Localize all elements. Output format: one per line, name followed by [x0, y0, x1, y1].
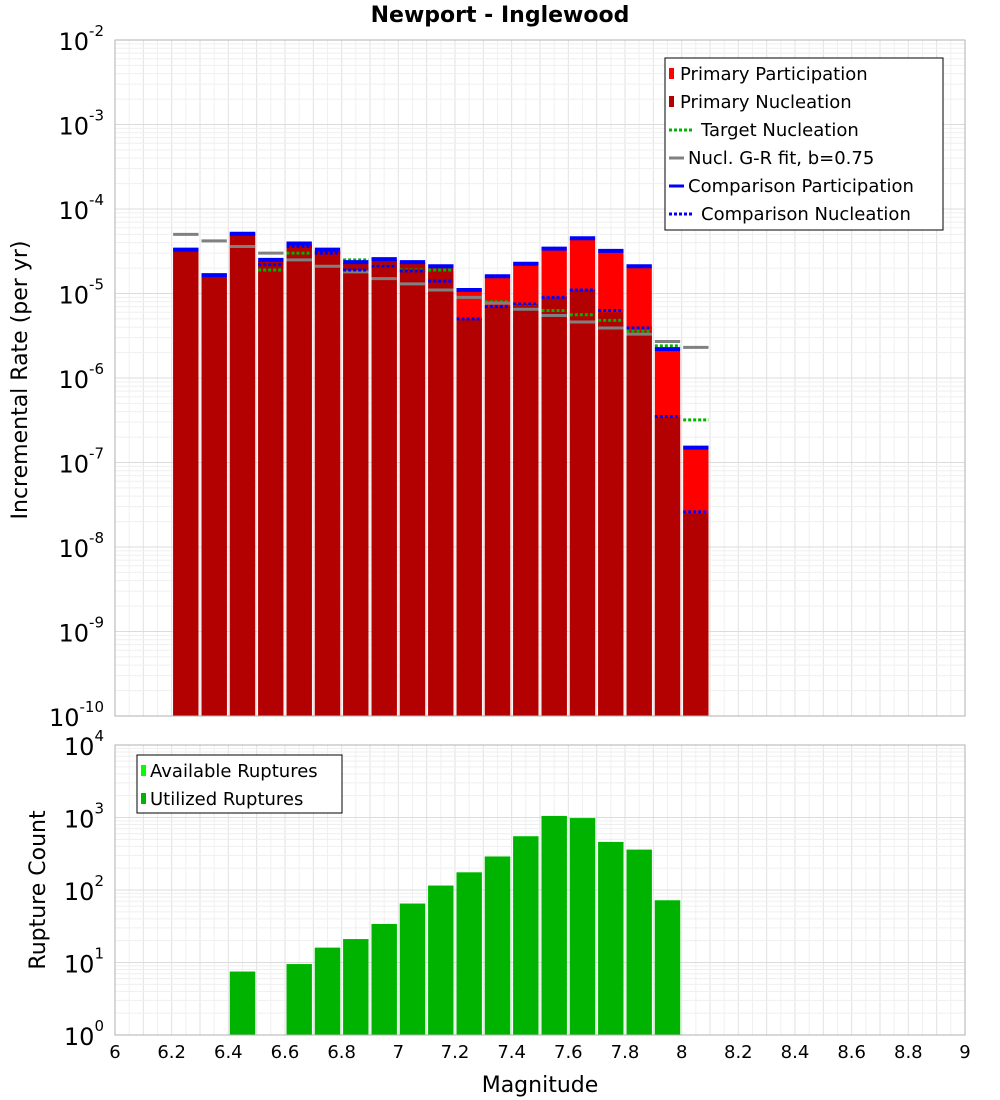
chart-title: Newport - Inglewood — [371, 3, 630, 28]
x-tick-label: 7.8 — [611, 1042, 640, 1063]
utilized-ruptures-bar — [513, 836, 539, 1035]
x-tick-label: 7.4 — [497, 1042, 526, 1063]
top-legend: Primary Participation Primary Nucleation T… — [664, 57, 944, 231]
primary-nucleation-bar — [654, 417, 681, 716]
primary-nucleation-bar — [626, 330, 652, 716]
primary-nucleation-bar — [343, 262, 369, 716]
x-tick-label: 6 — [109, 1042, 120, 1063]
utilized-ruptures-bar — [598, 841, 624, 1035]
utilized-ruptures-bar — [654, 900, 681, 1035]
y-tick-label: 10-5 — [58, 276, 104, 310]
y-tick-label: 10-6 — [58, 360, 104, 394]
y-tick-label: 10-7 — [58, 445, 104, 479]
utilized-ruptures-bar — [371, 923, 397, 1035]
primary-nucleation-bar — [229, 234, 256, 717]
legend-swatch — [141, 765, 146, 776]
primary-nucleation-bar — [173, 250, 199, 716]
y-tick-label: 101 — [64, 945, 104, 979]
primary-nucleation-bar — [683, 513, 709, 716]
primary-nucleation-bar — [541, 297, 567, 716]
utilized-ruptures-bar — [456, 872, 482, 1035]
legend-swatch — [669, 68, 674, 79]
primary-nucleation-bar — [598, 312, 624, 716]
primary-nucleation-bar — [201, 276, 227, 716]
legend-label: Utilized Ruptures — [150, 789, 303, 810]
x-axis-label: Magnitude — [482, 1073, 599, 1098]
legend-label: Comparison Nucleation — [701, 204, 911, 225]
utilized-ruptures-bar — [569, 818, 596, 1035]
primary-nucleation-bar — [513, 304, 539, 716]
y-tick-label: 10-10 — [49, 698, 104, 732]
bottom-y-axis-label: Rupture Count — [26, 810, 51, 970]
primary-nucleation-bar — [371, 259, 397, 716]
x-tick-label: 8.4 — [781, 1042, 810, 1063]
legend-label: Comparison Participation — [688, 176, 914, 197]
y-tick-label: 104 — [64, 727, 104, 761]
x-tick-label: 8.6 — [837, 1042, 866, 1063]
bottom-panel: 100 101 102 103 104 6 6.2 6.4 6.6 6.8 7 7.2 7.4 7.6 7.… — [64, 727, 971, 1063]
primary-nucleation-bar — [314, 250, 341, 716]
utilized-ruptures-bar — [399, 903, 426, 1035]
utilized-ruptures-bar — [541, 815, 567, 1035]
bottom-plot-border — [114, 744, 966, 1036]
y-tick-label: 10-9 — [58, 614, 104, 648]
legend-swatch — [141, 793, 146, 804]
y-tick-label: 103 — [64, 800, 104, 834]
bottom-legend-box — [136, 754, 343, 814]
x-tick-label: 6.2 — [157, 1042, 186, 1063]
legend-label: Nucl. G-R fit, b=0.75 — [688, 148, 874, 169]
utilized-ruptures-bar — [286, 964, 312, 1035]
utilized-ruptures-bar — [428, 885, 454, 1035]
primary-nucleation-bar — [286, 244, 312, 716]
primary-nucleation-bar — [258, 261, 284, 716]
x-tick-label: 8 — [676, 1042, 687, 1063]
legend-label: Target Nucleation — [700, 120, 859, 141]
x-tick-label: 6.8 — [327, 1042, 356, 1063]
y-tick-label: 10-3 — [58, 107, 104, 141]
legend-label: Primary Participation — [680, 64, 868, 85]
utilized-ruptures-bar — [314, 947, 341, 1035]
primary-nucleation-bar — [428, 268, 454, 716]
x-tick-label: 6.4 — [214, 1042, 243, 1063]
x-tick-label: 8.2 — [724, 1042, 753, 1063]
legend-label: Available Ruptures — [150, 761, 318, 782]
legend-swatch — [669, 96, 674, 107]
top-legend-box — [664, 57, 944, 231]
primary-nucleation-bar — [569, 290, 596, 716]
legend-label: Primary Nucleation — [680, 92, 852, 113]
primary-nucleation-bar — [399, 262, 426, 716]
y-tick-label: 100 — [64, 1017, 104, 1051]
utilized-ruptures-bar — [626, 849, 652, 1035]
primary-nucleation-bar — [456, 318, 482, 716]
x-tick-label: 8.8 — [894, 1042, 923, 1063]
utilized-ruptures-bar — [484, 856, 511, 1035]
x-tick-label: 7.2 — [441, 1042, 470, 1063]
bottom-legend: Available Ruptures Utilized Ruptures — [136, 754, 343, 814]
y-tick-label: 10-4 — [58, 191, 104, 225]
utilized-ruptures-bar — [343, 939, 369, 1035]
primary-nucleation-bar — [484, 306, 511, 716]
top-panel: 10-10 10-9 10-8 10-7 10-6 10-5 10-4 10-3 10-2 Pri… — [49, 22, 966, 732]
x-tick-label: 7.6 — [554, 1042, 583, 1063]
x-tick-label: 9 — [959, 1042, 970, 1063]
top-plot-border — [114, 39, 966, 717]
y-tick-label: 10-2 — [58, 22, 104, 56]
utilized-ruptures-bar — [229, 971, 256, 1035]
x-tick-label: 7 — [393, 1042, 404, 1063]
y-tick-label: 10-8 — [58, 529, 104, 563]
x-tick-label: 6.6 — [271, 1042, 300, 1063]
top-y-axis-label: Incremental Rate (per yr) — [8, 241, 33, 520]
y-tick-label: 102 — [64, 872, 104, 906]
